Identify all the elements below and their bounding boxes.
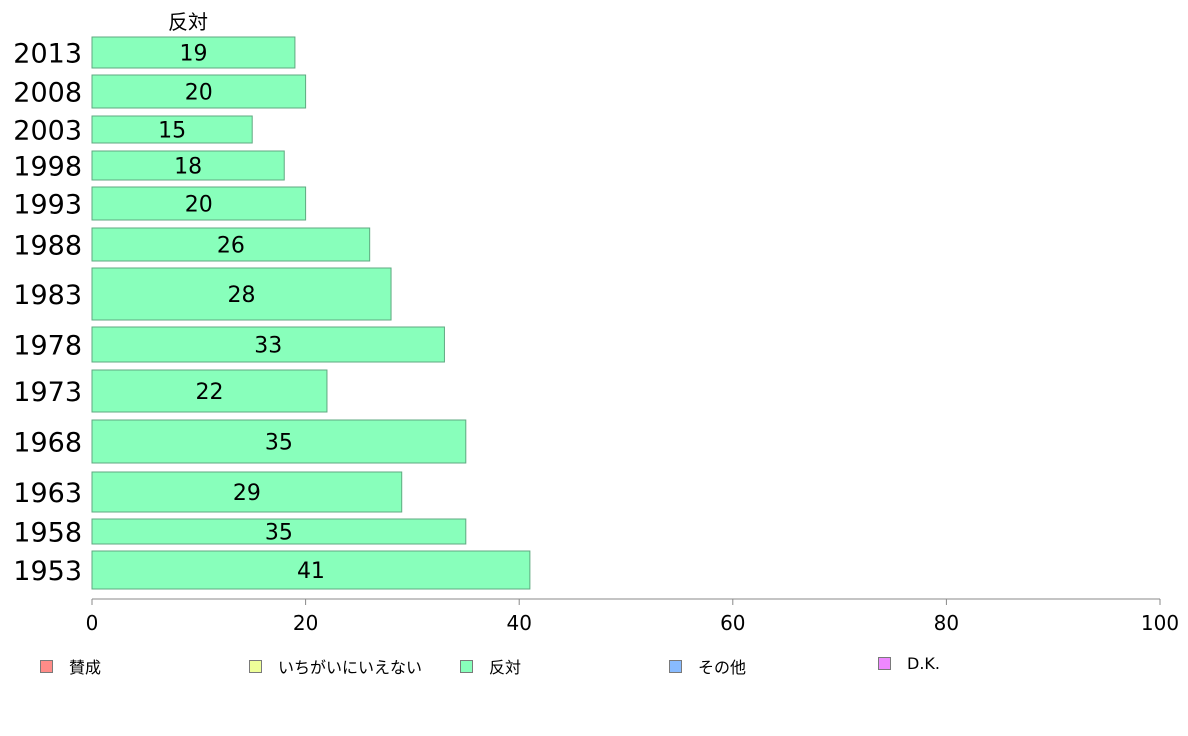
bar-1958 [91, 518, 467, 545]
legend-item-4[interactable]: D.K. [878, 654, 940, 673]
category-label-1978: 1978 [13, 331, 82, 362]
data-label-1998: 18 [174, 155, 202, 180]
data-label-1968: 35 [265, 431, 293, 456]
data-label-1973: 22 [195, 380, 223, 405]
bar-1988 [91, 227, 371, 262]
legend-item-0[interactable]: 賛成 [40, 654, 101, 678]
x-tick-label-0: 0 [86, 611, 99, 635]
bar-1963 [91, 471, 403, 513]
category-label-1958: 1958 [13, 518, 82, 549]
bar-1968 [91, 419, 467, 464]
bar-chart: 19 2013 20 2008 15 2003 18 1998 20 1993 26 1988 28 19… [13, 36, 1179, 635]
legend-swatch-3 [669, 659, 682, 673]
bar-2003 [91, 115, 253, 144]
legend-item-2[interactable]: 反対 [460, 654, 521, 678]
chart-legend: 賛成 いちがいにいえない 反対 その他 D.K. [0, 654, 1188, 677]
data-label-2013: 19 [179, 42, 207, 67]
bar-1973 [91, 369, 328, 413]
category-label-2008: 2008 [13, 78, 82, 109]
bar-2008 [91, 74, 307, 109]
legend-swatch-4 [878, 657, 891, 670]
legend-item-3[interactable]: その他 [669, 654, 746, 678]
category-label-1953: 1953 [13, 556, 82, 587]
bar-2013 [91, 36, 296, 69]
legend-label-4: D.K. [907, 654, 940, 673]
data-label-1983: 28 [228, 283, 256, 308]
category-label-1993: 1993 [13, 190, 82, 221]
category-label-1998: 1998 [13, 152, 82, 183]
data-label-1988: 26 [217, 234, 245, 259]
data-label-2003: 15 [158, 119, 186, 144]
legend-label-0: 賛成 [69, 658, 102, 677]
category-label-1963: 1963 [13, 478, 82, 509]
legend-swatch-1 [249, 659, 262, 673]
legend-swatch-0 [40, 659, 53, 673]
legend-label-3: その他 [698, 658, 747, 677]
x-tick-label-80: 80 [934, 611, 959, 635]
bar-1978 [91, 326, 445, 363]
data-label-1958: 35 [265, 521, 293, 546]
series-title: 反対 [168, 10, 208, 34]
category-label-2013: 2013 [13, 39, 82, 70]
data-label-1993: 20 [185, 193, 213, 218]
legend-label-2: 反対 [489, 658, 522, 677]
x-tick-label-40: 40 [506, 611, 531, 635]
bar-1953 [91, 550, 531, 590]
data-label-1963: 29 [233, 481, 261, 506]
data-label-1953: 41 [297, 559, 325, 584]
category-label-1983: 1983 [13, 280, 82, 311]
category-label-1988: 1988 [13, 231, 82, 262]
x-tick-label-100: 100 [1141, 611, 1179, 635]
x-tick-label-60: 60 [720, 611, 745, 635]
bar-1998 [91, 150, 285, 181]
data-label-1978: 33 [254, 334, 282, 359]
legend-label-1: いちがいにいえない [278, 658, 423, 677]
category-label-2003: 2003 [13, 116, 82, 147]
category-label-1973: 1973 [13, 377, 82, 408]
data-label-2008: 20 [185, 81, 213, 106]
legend-swatch-2 [460, 659, 473, 673]
legend-item-1[interactable]: いちがいにいえない [249, 654, 422, 678]
bar-1993 [91, 186, 307, 221]
x-tick-label-20: 20 [293, 611, 318, 635]
bar-1983 [91, 267, 392, 321]
category-label-1968: 1968 [13, 428, 82, 459]
